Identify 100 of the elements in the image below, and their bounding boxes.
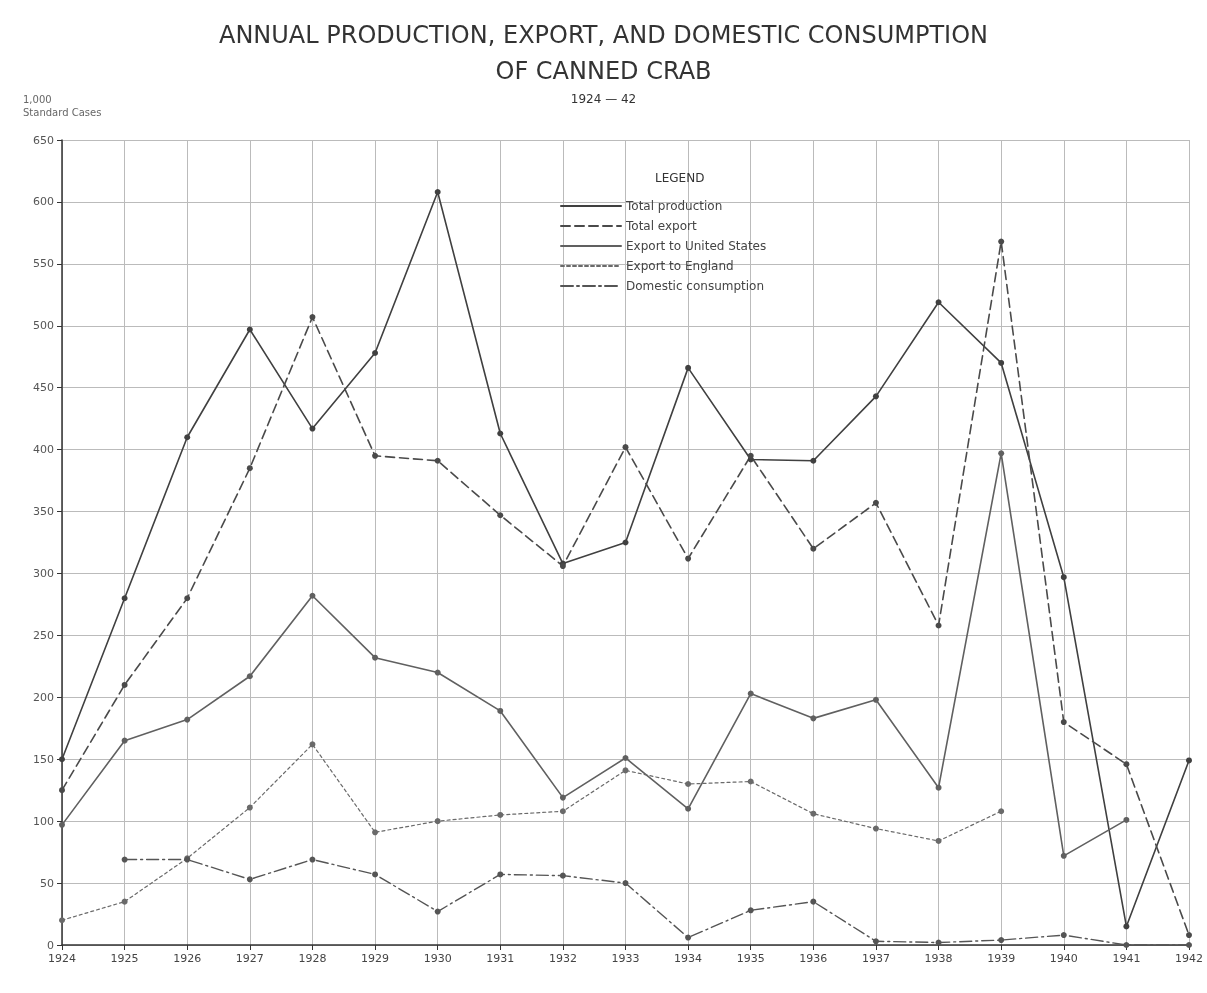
point [998,450,1005,457]
point [246,465,253,472]
point [872,825,879,832]
point [121,681,128,688]
point [1123,923,1130,930]
chart-title: ANNUAL PRODUCTION, EXPORT, AND DOMESTIC CONSUMPTION OF CANNED CRAB [218,21,989,85]
point [1060,574,1067,581]
x-tick-label: 1931 [486,952,515,965]
x-tick-label: 1942 [1175,952,1203,965]
point [121,595,128,602]
point [747,907,754,914]
point [246,876,253,883]
point [685,805,692,812]
point [1060,852,1067,859]
point [184,595,191,602]
point [121,737,128,744]
point [246,804,253,811]
point [935,837,942,844]
x-tick-label: 1925 [110,952,139,965]
point [372,452,379,459]
point [998,808,1005,815]
point [372,871,379,878]
y-tick-label: 500 [33,319,54,333]
y-axis-title: 1,000 Standard Cases [23,94,102,118]
point [747,452,754,459]
point [622,444,629,451]
y-tick-label: 150 [33,752,54,766]
point [935,784,942,791]
y-tick-label: 400 [33,443,54,457]
point [935,299,942,306]
point [559,872,566,879]
legend-title: LEGEND [655,171,705,185]
point [246,673,253,680]
point [1123,761,1130,768]
point [309,592,316,599]
x-tick-label: 1932 [548,952,577,965]
y-tick-label: 450 [33,381,54,395]
y-tick-label: 350 [33,505,54,519]
point [872,499,879,506]
point [1186,757,1192,764]
y-tick-label: 300 [33,566,54,580]
x-tick-label: 1926 [173,952,202,965]
legend-label: Export to England [626,259,734,273]
point [935,622,942,629]
chart-subtitle: 1924 — 42 [570,92,637,106]
point [872,938,879,945]
point [872,393,879,400]
y-tick-label: 250 [33,628,54,642]
y-tick-label: 100 [33,814,54,828]
x-tick-label: 1938 [924,952,953,965]
point [434,457,441,464]
point [434,818,441,825]
point [1060,932,1067,939]
x-tick-label: 1930 [423,952,452,965]
point [121,898,128,905]
point [121,856,128,863]
legend-label: Export to United States [626,239,767,253]
legend-label: Total export [625,219,698,233]
point [685,781,692,787]
point [434,908,441,915]
x-tick-label: 1941 [1112,952,1141,965]
point [497,871,504,878]
point [810,545,817,552]
point [309,856,316,863]
point [998,937,1005,944]
point [309,425,316,432]
x-tick-label: 1940 [1049,952,1078,965]
legend-label: Total production [625,199,723,213]
point [622,754,629,761]
point [309,741,316,748]
point [622,880,629,887]
point [1186,932,1192,939]
x-tick-label: 1936 [799,952,828,965]
point [1123,816,1130,823]
point [246,326,253,333]
point [935,939,942,946]
point [810,715,817,722]
x-tick-label: 1939 [987,952,1016,965]
legend-label: Domestic consumption [626,279,765,293]
point [559,808,566,815]
point [434,189,441,196]
point [872,696,879,703]
point [372,829,379,836]
point [685,555,692,562]
point [810,810,817,817]
point [1060,719,1067,726]
y-tick-label: 0 [47,938,54,952]
point [309,314,316,321]
y-tick-label: 600 [33,195,54,209]
x-tick-label: 1927 [235,952,264,965]
x-tick-label: 1928 [298,952,327,965]
point [184,716,191,723]
point [497,811,504,818]
x-tick-label: 1934 [674,952,703,965]
x-tick-label: 1937 [861,952,890,965]
point [810,898,817,905]
point [998,238,1005,245]
point [497,512,504,519]
point [59,787,65,794]
point [372,350,379,357]
